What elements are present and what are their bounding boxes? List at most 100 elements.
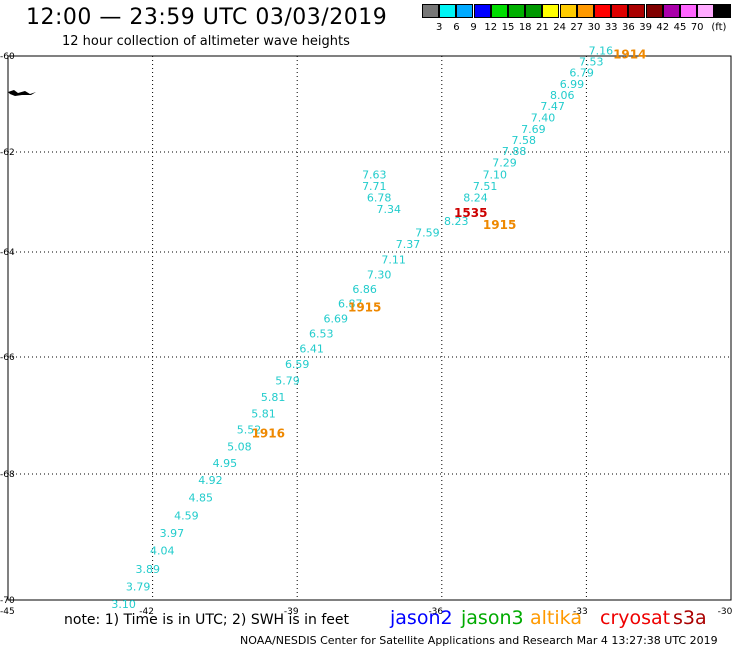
wave-height-label: 3.79 [126, 581, 151, 594]
wave-height-label: 6.99 [560, 78, 585, 91]
wave-height-label: 7.47 [540, 100, 565, 113]
wave-height-label: 5.81 [261, 391, 286, 404]
latitude-tick-label: -62 [0, 148, 15, 158]
wave-height-label: 8.24 [463, 192, 488, 205]
wave-height-label: 5.08 [227, 441, 252, 454]
legend-swatch [594, 4, 611, 18]
wave-height-label: 8.06 [550, 89, 575, 102]
longitude-tick-label: -36 [428, 607, 443, 617]
pass-time-label: 1916 [252, 427, 285, 441]
wave-height-label: 7.29 [492, 157, 517, 170]
wave-height-label: 4.85 [189, 492, 214, 505]
wave-height-label: 7.40 [531, 111, 556, 124]
wave-height-label: 3.89 [136, 563, 161, 576]
legend-label: 30 [587, 22, 601, 33]
legend-swatch [628, 4, 646, 18]
latitude-tick-label: -70 [0, 596, 15, 606]
wave-height-label: 7.59 [415, 227, 440, 240]
wave-height-label: 5.79 [275, 374, 300, 387]
legend-swatch [456, 4, 474, 18]
wave-height-label: 4.59 [174, 509, 199, 522]
legend-unit: (ft) [711, 22, 727, 33]
longitude-tick-label: -30 [718, 607, 733, 617]
wave-height-label: 6.41 [299, 342, 324, 355]
wave-height-label: 3.97 [160, 527, 185, 540]
wave-height-label: 3.10 [111, 598, 136, 611]
legend-swatch [525, 4, 543, 18]
legend-label: 15 [501, 22, 515, 33]
legend-label: 3 [436, 22, 443, 33]
legend-swatch [680, 4, 697, 18]
legend-swatch [542, 4, 560, 18]
longitude-tick-label: -39 [284, 607, 299, 617]
wave-height-label: 7.71 [362, 180, 387, 193]
page-title: 12:00 — 23:59 UTC 03/03/2019 [26, 5, 388, 30]
legend-label: 33 [604, 22, 618, 33]
legend-swatch [697, 4, 715, 18]
pass-time-label: 1915 [483, 218, 516, 232]
credit-line: NOAA/NESDIS Center for Satellite Applica… [240, 634, 718, 647]
legend-label: 24 [553, 22, 566, 33]
legend-label: 70 [690, 22, 704, 33]
wave-height-label: 4.92 [198, 474, 223, 487]
legend-label: 6 [453, 22, 460, 33]
footnote: note: 1) Time is in UTC; 2) SWH is in fe… [64, 612, 350, 628]
wave-height-label: 7.63 [362, 169, 387, 182]
legend-label: 42 [656, 22, 670, 33]
legend-swatch [662, 4, 680, 18]
wave-height-label: 7.53 [579, 56, 604, 69]
latitude-tick-label: -60 [0, 52, 15, 62]
legend-label: 12 [484, 22, 498, 33]
legend-label: 18 [518, 22, 532, 33]
satellite-name: jason3 [461, 607, 524, 629]
satellite-name: s3a [673, 607, 707, 629]
legend-swatch [422, 4, 439, 18]
wave-height-label: 6.59 [285, 358, 310, 371]
map-frame [7, 55, 732, 601]
island-shape [8, 90, 36, 96]
wave-height-label: 5.52 [237, 424, 262, 437]
legend-swatch [714, 4, 732, 18]
wave-height-label: 7.10 [483, 169, 508, 182]
wave-height-label: 7.30 [367, 268, 392, 281]
latitude-tick-label: -68 [0, 470, 15, 480]
satellite-name: altika [530, 607, 582, 629]
pass-time-label: 1535 [454, 206, 487, 220]
legend-label: 27 [570, 22, 584, 33]
page-subtitle: 12 hour collection of altimeter wave hei… [62, 34, 350, 49]
wave-height-label: 8.23 [444, 215, 469, 228]
legend-label: 36 [622, 22, 635, 33]
legend-label: 9 [470, 22, 477, 33]
wave-height-label: 7.16 [589, 45, 614, 58]
pass-time-label: 1914 [613, 48, 646, 62]
legend-swatch [439, 4, 457, 18]
wave-height-label: 7.88 [502, 145, 527, 158]
legend-swatch [559, 4, 577, 18]
legend-swatch [576, 4, 594, 18]
wave-height-label: 6.87 [338, 298, 363, 311]
legend-label: 45 [673, 22, 687, 33]
legend-swatch [508, 4, 525, 18]
wave-height-label: 7.37 [396, 238, 421, 251]
latitude-tick-label: -64 [0, 248, 15, 258]
wave-height-label: 7.69 [521, 123, 546, 136]
legend-label: 21 [536, 22, 549, 33]
legend-swatch [645, 4, 663, 18]
legend-swatch [611, 4, 629, 18]
satellite-name: jason2 [390, 607, 453, 629]
legend-swatch [490, 4, 508, 18]
longitude-tick-label: -42 [139, 607, 154, 617]
wave-height-label: 6.79 [569, 67, 594, 80]
wave-height-label: 5.81 [251, 407, 276, 420]
wave-height-label: 6.78 [367, 192, 392, 205]
wave-height-label: 7.58 [511, 134, 536, 147]
legend-swatch [473, 4, 491, 18]
wave-height-label: 6.69 [324, 312, 349, 325]
wave-height-label: 7.34 [377, 203, 402, 216]
wave-height-label: 4.95 [213, 457, 238, 470]
longitude-tick-label: -45 [0, 607, 15, 617]
latitude-tick-label: -66 [0, 353, 15, 363]
wave-height-label: 4.04 [150, 545, 175, 558]
wave-height-label: 7.11 [381, 254, 406, 267]
